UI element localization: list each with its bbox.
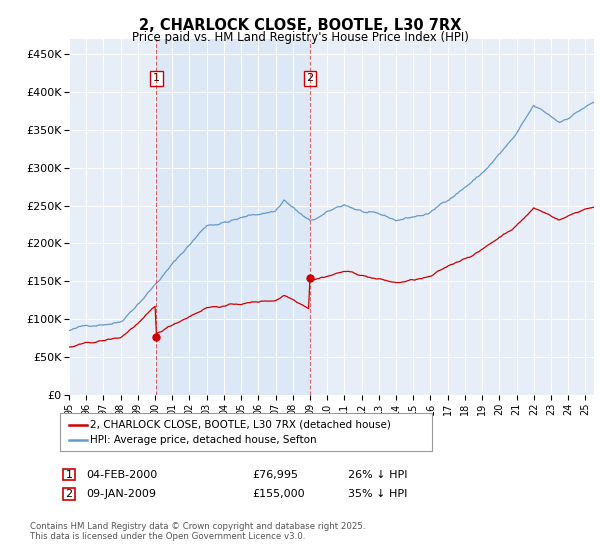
Text: 2: 2 (307, 73, 314, 83)
Text: £155,000: £155,000 (252, 489, 305, 499)
Text: 09-JAN-2009: 09-JAN-2009 (86, 489, 156, 499)
Text: 2: 2 (65, 489, 73, 499)
Text: 35% ↓ HPI: 35% ↓ HPI (348, 489, 407, 499)
Text: £76,995: £76,995 (252, 470, 298, 480)
Text: 26% ↓ HPI: 26% ↓ HPI (348, 470, 407, 480)
Text: Price paid vs. HM Land Registry's House Price Index (HPI): Price paid vs. HM Land Registry's House … (131, 31, 469, 44)
Text: 1: 1 (65, 470, 73, 480)
Text: 2, CHARLOCK CLOSE, BOOTLE, L30 7RX: 2, CHARLOCK CLOSE, BOOTLE, L30 7RX (139, 18, 461, 33)
Bar (157, 39, 310, 395)
Text: 1: 1 (153, 73, 160, 83)
Text: HPI: Average price, detached house, Sefton: HPI: Average price, detached house, Seft… (90, 435, 317, 445)
Text: Contains HM Land Registry data © Crown copyright and database right 2025.
This d: Contains HM Land Registry data © Crown c… (30, 522, 365, 542)
Text: 04-FEB-2000: 04-FEB-2000 (86, 470, 157, 480)
Text: 2, CHARLOCK CLOSE, BOOTLE, L30 7RX (detached house): 2, CHARLOCK CLOSE, BOOTLE, L30 7RX (deta… (90, 420, 391, 430)
